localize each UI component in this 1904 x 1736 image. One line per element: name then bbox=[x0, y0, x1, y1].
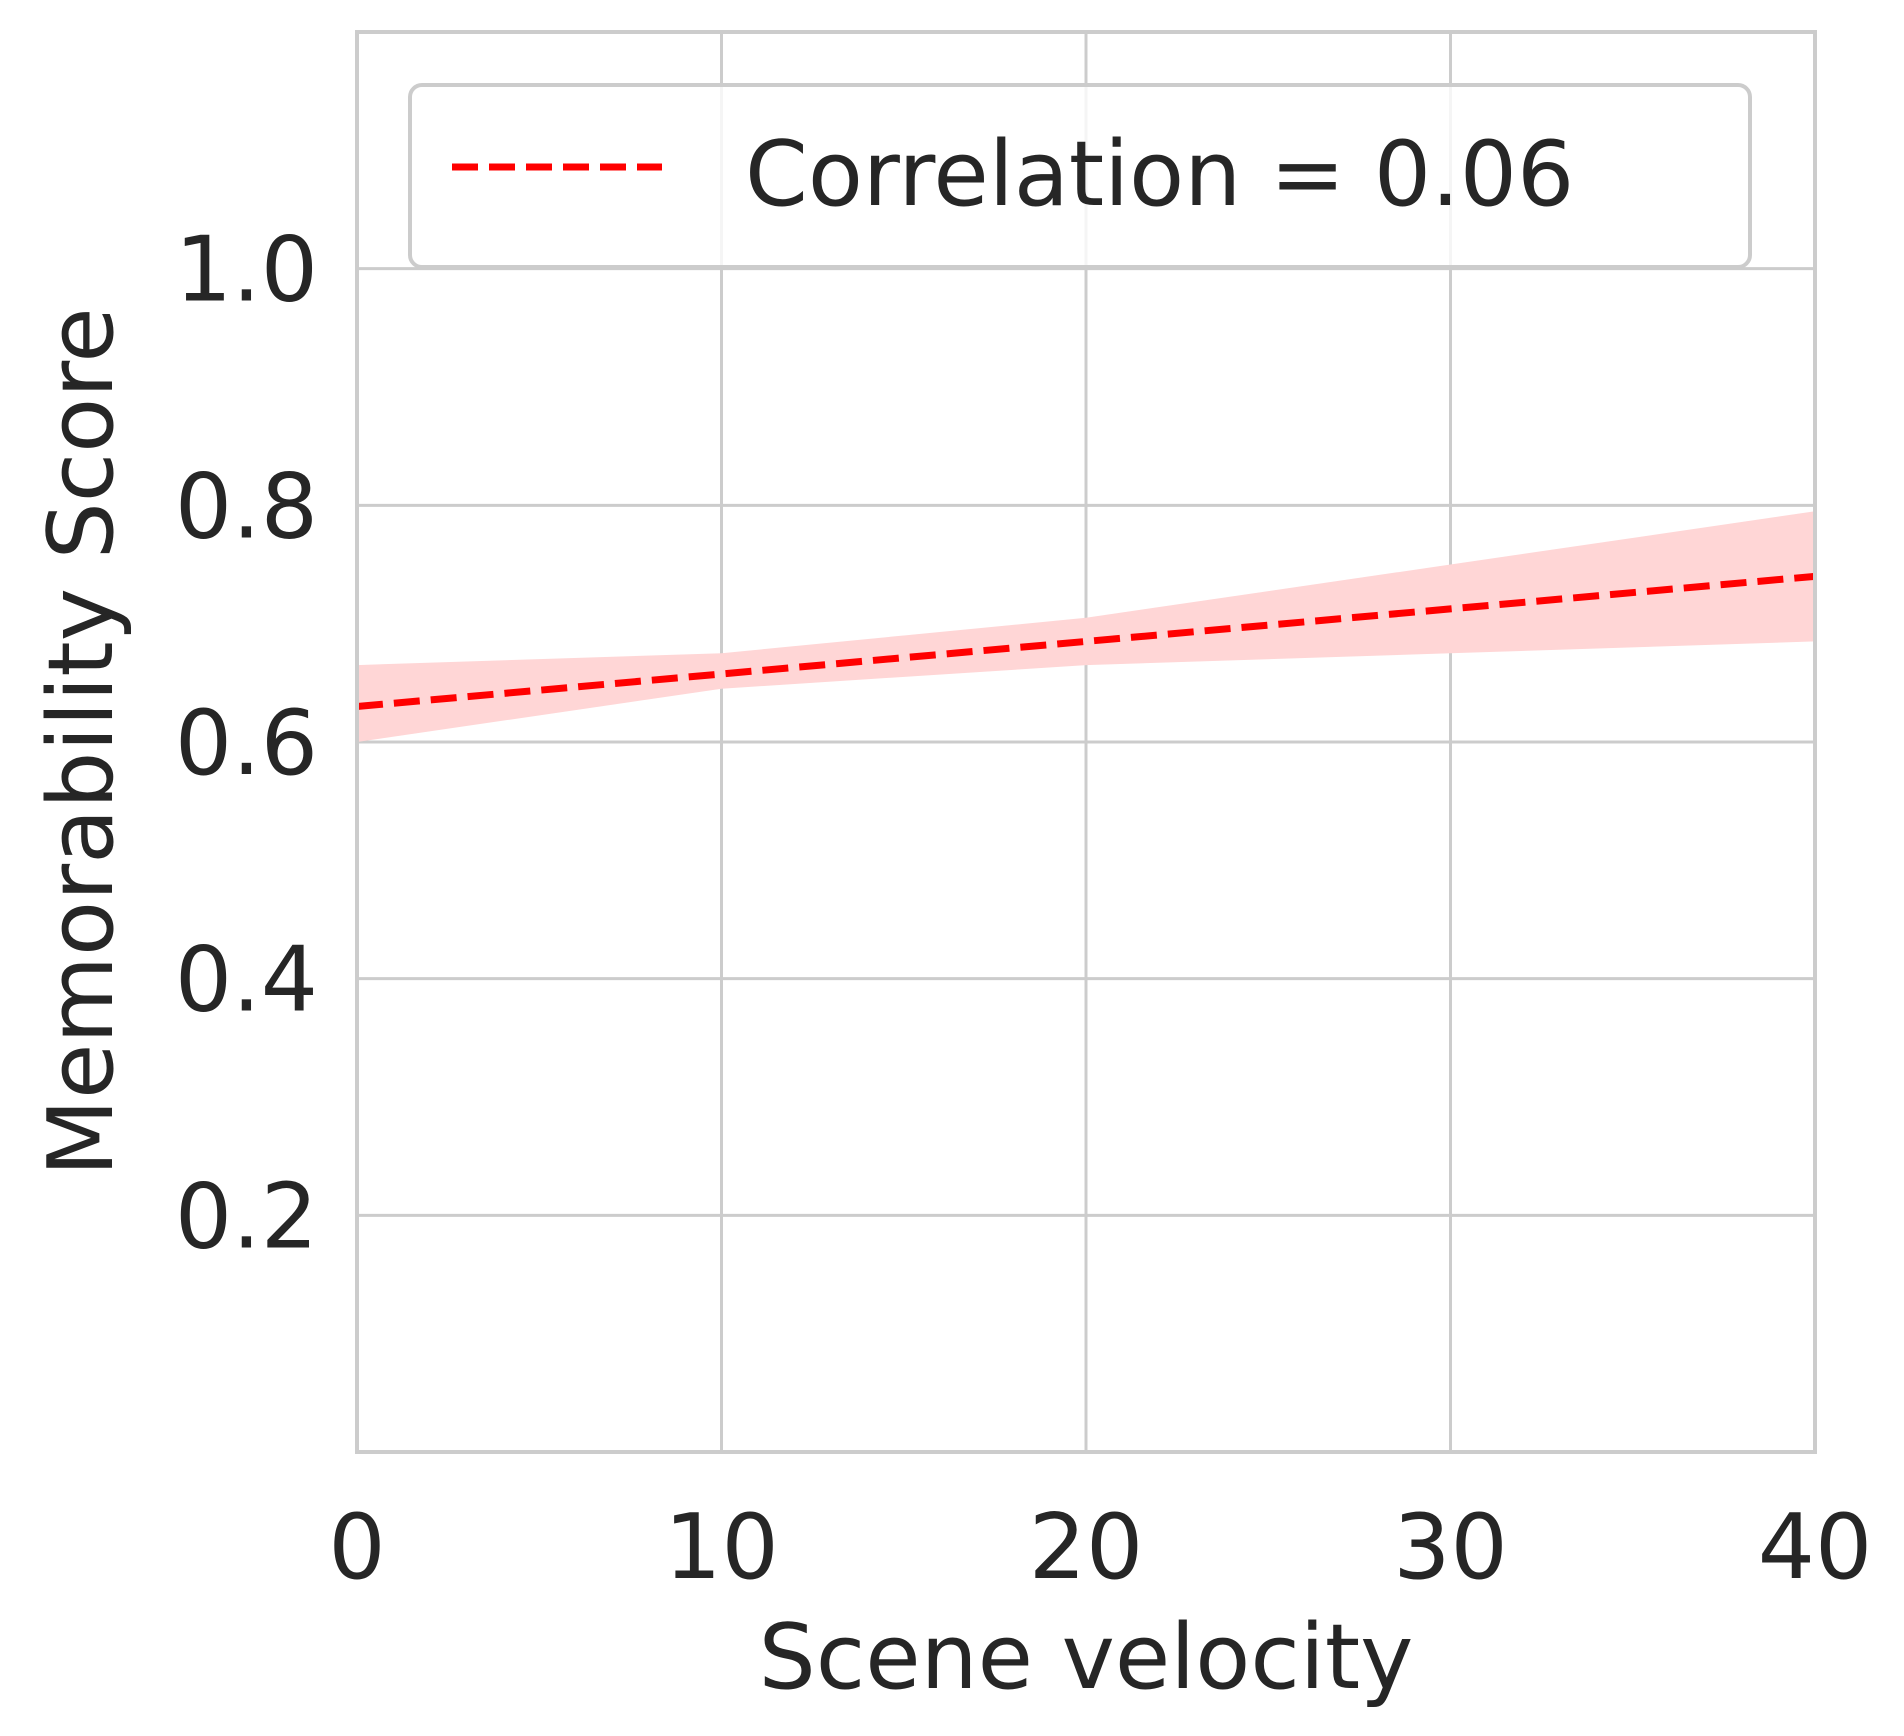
series-layer bbox=[356, 572, 1816, 710]
y-axis-label: Memorability Score bbox=[29, 307, 134, 1176]
x-tick-label-4: 40 bbox=[1758, 1495, 1873, 1600]
y-tick-label-2: 0.6 bbox=[175, 691, 318, 796]
x-tick-label-0: 0 bbox=[328, 1495, 385, 1600]
x-axis-label: Scene velocity bbox=[759, 1605, 1414, 1710]
y-tick-label-1: 0.4 bbox=[175, 928, 318, 1033]
y-tick-label-4: 1.0 bbox=[175, 218, 318, 323]
legend-box bbox=[408, 83, 1752, 269]
x-tick-labels: 0 10 20 30 40 bbox=[328, 1495, 1872, 1600]
confidence-band bbox=[357, 511, 1815, 742]
series-line-0 bbox=[356, 572, 1816, 710]
y-tick-label-0: 0.2 bbox=[175, 1164, 318, 1269]
y-tick-label-3: 0.8 bbox=[175, 454, 318, 559]
x-tick-label-2: 20 bbox=[1029, 1495, 1144, 1600]
legend-label: Correlation = 0.06 bbox=[745, 122, 1574, 227]
confidence-band-layer bbox=[357, 511, 1815, 742]
x-tick-label-3: 30 bbox=[1393, 1495, 1508, 1600]
legend: Correlation = 0.06 bbox=[408, 83, 1752, 269]
x-tick-label-1: 10 bbox=[664, 1495, 779, 1600]
plot-frame bbox=[355, 30, 1817, 1454]
y-tick-labels: 0.2 0.4 0.6 0.8 1.0 bbox=[175, 218, 318, 1270]
